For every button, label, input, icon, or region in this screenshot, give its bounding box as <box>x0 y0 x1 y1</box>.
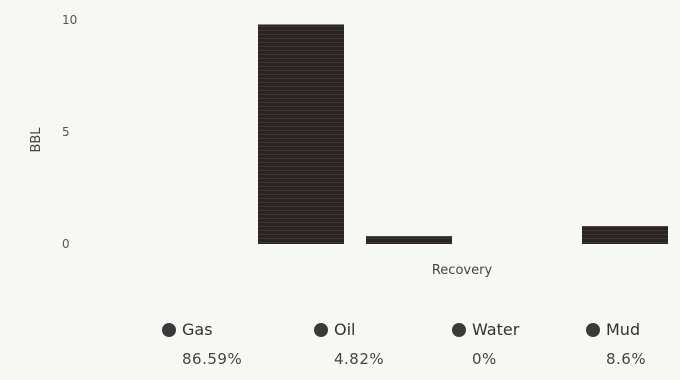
legend-dot-icon <box>452 323 466 337</box>
legend-dot-icon <box>586 323 600 337</box>
y-tick-label: 5 <box>62 125 70 139</box>
legend-label: Oil <box>334 320 356 339</box>
legend-dot-icon <box>314 323 328 337</box>
legend-percent: 0% <box>472 350 497 368</box>
y-axis-label: BBL <box>29 127 44 153</box>
y-axis-ticks: 0 5 10 <box>62 13 77 251</box>
legend-percent: 8.6% <box>606 350 647 368</box>
bar-mud <box>582 226 668 244</box>
legend-percent: 4.82% <box>334 350 385 368</box>
y-tick-label: 10 <box>62 13 77 27</box>
legend-label: Water <box>472 320 520 339</box>
legend: Gas 86.59% Oil 4.82% Water 0% Mud 8.6% <box>0 318 680 378</box>
bar-oil <box>366 236 452 244</box>
x-axis-label: Recovery <box>432 263 493 278</box>
legend-label: Mud <box>606 320 641 339</box>
legend-label: Gas <box>182 320 213 339</box>
legend-percent: 86.59% <box>182 350 243 368</box>
bar-gas <box>258 24 344 245</box>
bars-group <box>258 24 668 245</box>
legend-dot-icon <box>162 323 176 337</box>
y-tick-label: 0 <box>62 237 70 251</box>
